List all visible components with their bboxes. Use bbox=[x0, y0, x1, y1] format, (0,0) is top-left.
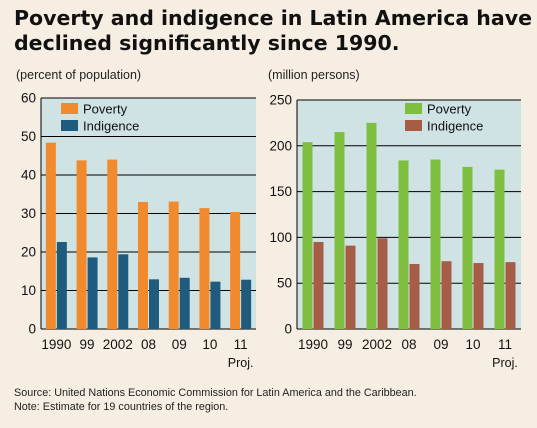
legend-swatch-indigence bbox=[405, 120, 422, 131]
bar-poverty-08 bbox=[138, 201, 148, 329]
chart-title: Poverty and indigence in Latin America h… bbox=[14, 6, 533, 56]
title-line-1: Poverty and indigence in Latin America h… bbox=[14, 6, 533, 30]
bar-poverty-11 bbox=[230, 211, 241, 329]
bar-poverty-99 bbox=[76, 160, 87, 329]
legend-label-poverty: Poverty bbox=[83, 102, 128, 117]
bar-indigence-99 bbox=[345, 245, 356, 329]
right-unit-label: (million persons) bbox=[268, 68, 360, 82]
x-tick-label: 08 bbox=[141, 337, 156, 352]
y-tick-label: 0 bbox=[28, 322, 36, 337]
legend-label-poverty: Poverty bbox=[427, 102, 472, 117]
bar-indigence-08 bbox=[409, 263, 420, 329]
bar-indigence-10 bbox=[210, 281, 221, 329]
bar-poverty-10 bbox=[462, 166, 473, 329]
bar-poverty-08 bbox=[398, 160, 409, 329]
note-text: Note: Estimate for 19 countries of the r… bbox=[14, 401, 229, 413]
source-text: Source: United Nations Economic Commissi… bbox=[14, 387, 417, 399]
bar-indigence-1990 bbox=[313, 241, 324, 329]
x-tick-label: 10 bbox=[202, 337, 217, 352]
x-tick-label: 11 bbox=[234, 337, 248, 352]
bar-poverty-2002 bbox=[366, 122, 377, 330]
bar-indigence-11 bbox=[505, 262, 516, 329]
y-tick-label: 50 bbox=[21, 129, 36, 144]
bar-poverty-2002 bbox=[107, 159, 118, 329]
bar-poverty-09 bbox=[168, 201, 179, 329]
bar-poverty-99 bbox=[334, 132, 345, 329]
legend-swatch-indigence bbox=[61, 120, 78, 131]
x-tick-label: 2002 bbox=[362, 337, 392, 352]
projection-label: Proj. bbox=[228, 356, 254, 370]
x-tick-label: 10 bbox=[465, 337, 480, 352]
bar-indigence-08 bbox=[149, 279, 159, 329]
x-tick-label: 11 bbox=[498, 337, 512, 352]
y-tick-label: 10 bbox=[21, 283, 36, 298]
y-tick-label: 0 bbox=[284, 322, 292, 337]
y-tick-label: 200 bbox=[269, 138, 292, 153]
x-tick-label: 1990 bbox=[298, 337, 328, 352]
bar-indigence-10 bbox=[473, 263, 484, 329]
bar-indigence-09 bbox=[179, 277, 190, 329]
bar-poverty-11 bbox=[494, 169, 505, 329]
y-tick-label: 50 bbox=[277, 276, 292, 291]
x-tick-label: 1990 bbox=[41, 337, 71, 352]
bar-indigence-1990 bbox=[56, 241, 67, 329]
bar-indigence-11 bbox=[241, 279, 252, 329]
bar-indigence-2002 bbox=[377, 238, 388, 329]
x-tick-label: 2002 bbox=[103, 337, 133, 352]
source-note: Source: United Nations Economic Commissi… bbox=[14, 386, 417, 414]
bar-indigence-09 bbox=[441, 261, 452, 329]
bar-poverty-09 bbox=[430, 159, 441, 329]
y-tick-label: 250 bbox=[269, 93, 292, 108]
title-line-2: declined significantly since 1990. bbox=[14, 31, 400, 55]
y-tick-label: 40 bbox=[21, 168, 36, 183]
legend-swatch-poverty bbox=[61, 103, 78, 114]
x-tick-label: 99 bbox=[80, 337, 95, 352]
x-tick-label: 09 bbox=[433, 337, 448, 352]
bar-indigence-2002 bbox=[118, 254, 129, 329]
legend-label-indigence: Indigence bbox=[427, 119, 483, 134]
y-tick-label: 30 bbox=[21, 206, 36, 221]
x-tick-label: 99 bbox=[337, 337, 352, 352]
bar-poverty-1990 bbox=[302, 142, 313, 329]
y-tick-label: 60 bbox=[21, 91, 36, 106]
x-tick-label: 08 bbox=[401, 337, 416, 352]
bar-poverty-1990 bbox=[45, 142, 56, 329]
left-unit-label: (percent of population) bbox=[16, 68, 142, 82]
y-tick-label: 20 bbox=[21, 245, 36, 260]
plot-area-1 bbox=[297, 100, 521, 329]
projection-label: Proj. bbox=[492, 356, 518, 370]
x-tick-label: 09 bbox=[172, 337, 187, 352]
legend-swatch-poverty bbox=[405, 103, 422, 114]
y-tick-label: 150 bbox=[269, 184, 292, 199]
bar-poverty-10 bbox=[199, 208, 210, 329]
bar-indigence-99 bbox=[87, 257, 98, 329]
y-tick-label: 100 bbox=[269, 230, 292, 245]
legend-label-indigence: Indigence bbox=[83, 119, 139, 134]
